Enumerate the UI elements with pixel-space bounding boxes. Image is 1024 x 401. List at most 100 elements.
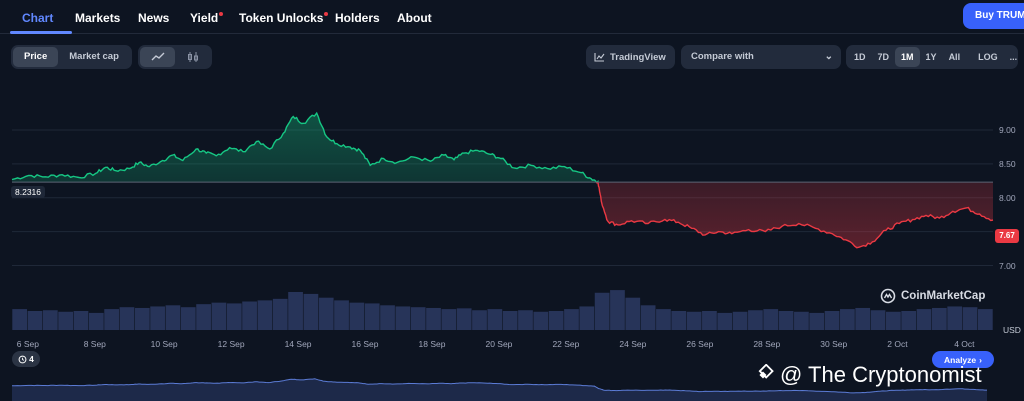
volume-bar <box>12 309 28 330</box>
volume-bar <box>487 309 503 330</box>
volume-bar <box>104 309 119 330</box>
volume-bar <box>748 310 763 330</box>
tab-markets[interactable]: Markets <box>75 11 120 25</box>
tab-about[interactable]: About <box>397 11 432 25</box>
analyze-button[interactable]: Analyze › <box>932 351 994 368</box>
tab-holders-label: Holders <box>335 11 380 25</box>
x-tick-label: 30 Sep <box>820 339 848 349</box>
volume-bar <box>134 307 150 330</box>
x-tick-label: 12 Sep <box>217 339 245 349</box>
tab-token-unlocks-label: Token Unlocks <box>239 11 324 25</box>
volume-bar <box>962 307 978 330</box>
tab-yield[interactable]: Yield <box>190 11 224 25</box>
volume-bar <box>58 311 74 330</box>
candlestick-button[interactable] <box>175 47 210 67</box>
tradingview-button[interactable]: TradingView <box>586 45 675 69</box>
navigator-overview[interactable] <box>0 371 1024 401</box>
watermark-label: CoinMarketCap <box>901 290 986 302</box>
line-chart-button[interactable] <box>140 47 175 67</box>
range-1d-button[interactable]: 1D <box>854 52 866 62</box>
volume-bar <box>502 311 518 330</box>
coinmarketcap-watermark: CoinMarketCap <box>880 288 985 304</box>
tradingview-chart-icon <box>594 53 605 62</box>
volume-bar <box>686 311 702 330</box>
volume-bar <box>548 311 564 330</box>
volume-bar <box>88 312 104 330</box>
log-scale-button[interactable]: LOG <box>978 52 998 62</box>
volume-bar <box>763 309 779 330</box>
analyze-label: Analyze <box>944 354 977 365</box>
tab-markets-label: Markets <box>75 11 121 25</box>
x-tick-label: 20 Sep <box>485 339 513 349</box>
tab-holders[interactable]: Holders <box>335 11 380 25</box>
x-tick-label: 28 Sep <box>753 339 781 349</box>
volume-bar <box>150 306 165 330</box>
volume-bar <box>73 311 89 330</box>
x-tick-label: 24 Sep <box>619 339 647 349</box>
top-nav: Chart Markets News Yield Token Unlocks H… <box>0 0 1024 34</box>
tab-chart-label: Chart <box>22 11 54 25</box>
compare-with-label: Compare with <box>691 51 754 62</box>
time-range-selector: 1D 7D 1M 1Y All LOG ... <box>846 45 1018 69</box>
volume-bar <box>472 310 487 330</box>
volume-bar <box>426 307 441 330</box>
price-chart-svg <box>11 111 994 330</box>
volume-bar <box>809 312 825 330</box>
volume-bar <box>610 290 625 330</box>
more-options-button[interactable]: ... <box>1009 52 1018 62</box>
active-tab-indicator <box>10 31 72 34</box>
volume-bar <box>977 309 993 330</box>
navigator-line <box>11 378 987 394</box>
range-1y-button[interactable]: 1Y <box>925 52 937 62</box>
x-tick-label: 2 Oct <box>887 339 908 349</box>
volume-bar <box>794 311 809 330</box>
price-area-above-reference <box>12 113 598 183</box>
reference-price-label: 8.2316 <box>11 186 45 198</box>
range-7d-button[interactable]: 7D <box>877 52 890 62</box>
volume-bar <box>901 311 917 330</box>
volume-bar <box>717 312 733 330</box>
new-dot-icon <box>324 12 329 16</box>
tab-news[interactable]: News <box>138 11 169 25</box>
volume-bar <box>395 306 411 330</box>
price-toggle-button[interactable]: Price <box>13 47 59 67</box>
volume-bar <box>242 301 257 330</box>
tradingview-label: TradingView <box>610 51 666 63</box>
tab-chart[interactable]: Chart <box>22 11 53 25</box>
tab-token-unlocks[interactable]: Token Unlocks <box>239 11 329 25</box>
range-1m-button[interactable]: 1M <box>895 47 920 67</box>
x-tick-label: 6 Sep <box>16 339 39 349</box>
volume-bar <box>119 307 135 330</box>
market-cap-toggle-button[interactable]: Market cap <box>69 51 119 62</box>
volume-bar <box>518 310 533 330</box>
volume-bar <box>533 311 549 330</box>
volume-bar <box>840 309 855 330</box>
currency-label: USD <box>1003 325 1021 335</box>
range-all-button[interactable]: All <box>948 52 961 62</box>
coinmarketcap-logo-icon <box>880 288 896 304</box>
volume-bar <box>226 303 242 330</box>
y-tick-label: 8.00 <box>999 192 1016 203</box>
history-badge[interactable]: 4 <box>12 351 40 367</box>
chevron-down-icon: ⌄ <box>824 51 833 62</box>
volume-bar <box>855 307 871 330</box>
volume-bar <box>824 311 840 330</box>
x-tick-label: 14 Sep <box>284 339 312 349</box>
last-price-label: 7.67 <box>995 229 1019 243</box>
x-tick-label: 22 Sep <box>552 339 580 349</box>
tab-yield-label: Yield <box>190 11 219 25</box>
volume-bar <box>364 303 380 330</box>
price-line-above-reference <box>11 111 599 183</box>
volume-bar <box>778 311 794 330</box>
volume-bar <box>410 307 426 330</box>
price-line-below-reference <box>595 182 994 249</box>
x-tick-label: 16 Sep <box>351 339 379 349</box>
volume-bar <box>380 305 395 330</box>
volume-bar <box>916 309 932 330</box>
chart-type-toggle: Price Market cap <box>11 45 132 69</box>
compare-with-select[interactable]: Compare with ⌄ <box>681 45 841 69</box>
volume-bar <box>870 310 886 330</box>
y-tick-label: 7.00 <box>999 260 1016 271</box>
